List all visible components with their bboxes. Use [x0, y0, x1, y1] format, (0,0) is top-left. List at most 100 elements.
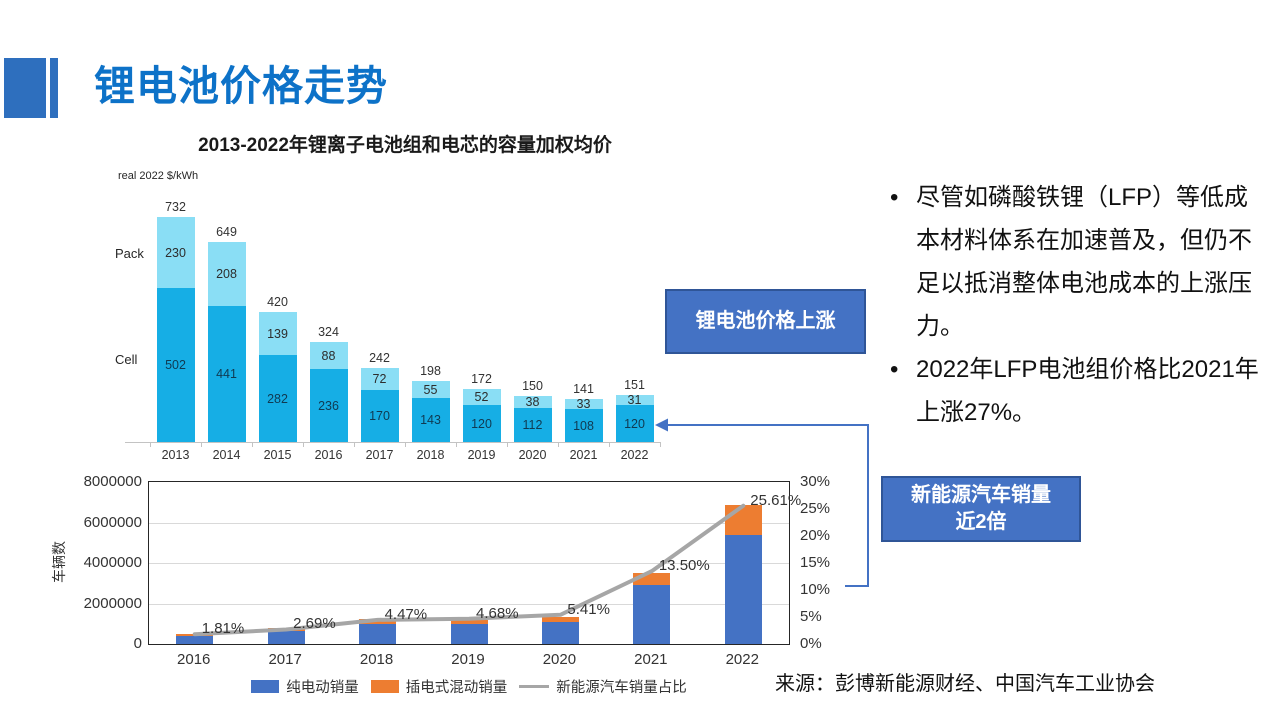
x-axis-label: 2019 — [451, 651, 485, 668]
axis-tick — [354, 442, 355, 447]
pack-segment: 33 — [564, 397, 603, 411]
legend-item: 插电式混动销量 — [370, 676, 508, 697]
bullet-item: 尽管如磷酸铁锂（LFP）等低成本材料体系在加速普及，但仍不足以抵消整体电池成本的… — [888, 176, 1266, 348]
bar-group: 198 55 143 — [405, 190, 456, 442]
callout-nev-sales: 新能源汽车销量 近2倍 — [881, 476, 1081, 542]
bar-group: 242 72 170 — [354, 190, 405, 442]
callout-battery-price: 锂电池价格上涨 — [665, 289, 866, 354]
total-label: 732 — [165, 200, 186, 214]
phev-bar — [541, 616, 579, 622]
legend-swatch-icon — [251, 680, 280, 693]
phev-bar — [724, 504, 762, 536]
cell-segment: 282 — [258, 355, 297, 442]
axis-unit-label: real 2022 $/kWh — [118, 170, 199, 182]
pack-segment: 88 — [309, 342, 348, 369]
cell-segment: 441 — [207, 306, 246, 442]
bullet-item: 2022年LFP电池组价格比2021年上涨27%。 — [888, 348, 1266, 434]
bullet-list: 尽管如磷酸铁锂（LFP）等低成本材料体系在加速普及，但仍不足以抵消整体电池成本的… — [888, 176, 1266, 434]
callout-text-line1: 新能源汽车销量 — [911, 484, 1051, 506]
bev-bar — [359, 624, 397, 644]
cell-segment: 120 — [615, 405, 654, 442]
y-axis-label: 25% — [800, 500, 831, 517]
bev-bar — [724, 535, 762, 644]
axis-tick — [150, 442, 151, 447]
bar-group: 150 38 112 — [507, 190, 558, 442]
x-axis-label: 2021 — [569, 448, 598, 462]
bar-group: 172 52 120 — [456, 190, 507, 442]
phev-bar — [450, 619, 488, 625]
line-data-label: 5.41% — [567, 600, 610, 618]
y-axis-label: 8000000 — [83, 473, 142, 490]
plot-area: 732 230 502 649 208 441 420 139 282 324 88 236 242 72… — [125, 190, 661, 447]
pack-segment: 72 — [360, 368, 399, 390]
y-axis-label: 30% — [800, 473, 831, 490]
axis-tick — [456, 442, 457, 447]
legend-item: 纯电动销量 — [251, 676, 359, 697]
pack-segment: 139 — [258, 312, 297, 355]
total-label: 649 — [216, 225, 237, 239]
axis-tick — [303, 442, 304, 447]
y-axis-label: 4000000 — [83, 554, 142, 571]
total-label: 420 — [267, 295, 288, 309]
legend-item: 新能源汽车销量占比 — [519, 676, 687, 697]
x-axis-label: 2018 — [359, 651, 394, 668]
gridline — [149, 563, 789, 564]
right-axis-labels: 0% 5% 10% 15% 20% 25% 30% — [800, 473, 860, 652]
bev-bar — [541, 621, 579, 644]
x-axis-label: 2016 — [177, 651, 211, 668]
pack-segment: 230 — [156, 217, 195, 288]
callout-text-line2: 近2倍 — [955, 511, 1007, 533]
axis-tick — [558, 442, 559, 447]
axis-tick — [609, 442, 610, 447]
x-axis-label: 2022 — [725, 651, 759, 668]
plot-area: 1.81% 2.69% 4.47% 4.68% 5.41% 13.50% 25.61% — [148, 481, 801, 645]
total-label: 198 — [420, 364, 441, 378]
bar-group: 732 230 502 — [150, 190, 201, 442]
bar-group: 324 88 236 — [303, 190, 354, 442]
cell-segment: 502 — [156, 288, 195, 442]
decor-bar — [50, 58, 58, 118]
y-axis-label: 5% — [800, 608, 822, 625]
decor-square — [4, 58, 46, 118]
cell-segment: 143 — [411, 398, 450, 442]
cell-series-label: Cell — [115, 352, 138, 367]
axis-tick — [252, 442, 253, 447]
cell-segment: 170 — [360, 390, 399, 442]
total-label: 172 — [471, 372, 492, 386]
x-axis-label: 2018 — [416, 448, 445, 462]
bar-group: 420 139 282 — [252, 190, 303, 442]
line-data-label: 25.61% — [750, 491, 802, 509]
x-axis-label: 2020 — [542, 651, 577, 668]
x-axis-label: 2022 — [620, 448, 649, 462]
page-title: 锂电池价格走势 — [94, 63, 388, 109]
total-label: 151 — [624, 378, 645, 392]
total-label: 324 — [318, 325, 339, 339]
line-data-label: 13.50% — [658, 557, 710, 575]
y-axis-label: 15% — [800, 554, 831, 571]
x-axis-label: 2014 — [212, 448, 241, 462]
x-axis-label: 2016 — [314, 448, 343, 462]
pack-segment: 208 — [207, 242, 246, 306]
x-axis-label: 2020 — [518, 448, 547, 462]
bev-bar — [450, 624, 488, 644]
y-axis-label: 2000000 — [83, 594, 142, 612]
gridline — [149, 603, 789, 605]
axis-tick — [405, 442, 406, 447]
x-axis-label: 2013 — [161, 448, 190, 462]
total-label: 150 — [522, 379, 543, 393]
share-line — [192, 503, 746, 637]
bar-group: 151 31 120 — [609, 190, 660, 442]
cell-segment: 120 — [462, 405, 501, 442]
pack-segment: 52 — [462, 389, 501, 405]
total-label: 141 — [573, 382, 594, 396]
legend-label: 插电式混动销量 — [405, 680, 508, 696]
y-axis-label: 0 — [133, 635, 142, 652]
line-data-label: 1.81% — [201, 620, 245, 638]
bar-group: 649 208 441 — [201, 190, 252, 442]
cell-segment: 236 — [309, 369, 348, 442]
y-axis-label: 0% — [800, 635, 822, 652]
bev-bar — [267, 630, 305, 644]
pack-segment: 38 — [513, 395, 552, 409]
line-data-label: 4.68% — [476, 604, 519, 622]
axis-tick — [507, 442, 508, 447]
